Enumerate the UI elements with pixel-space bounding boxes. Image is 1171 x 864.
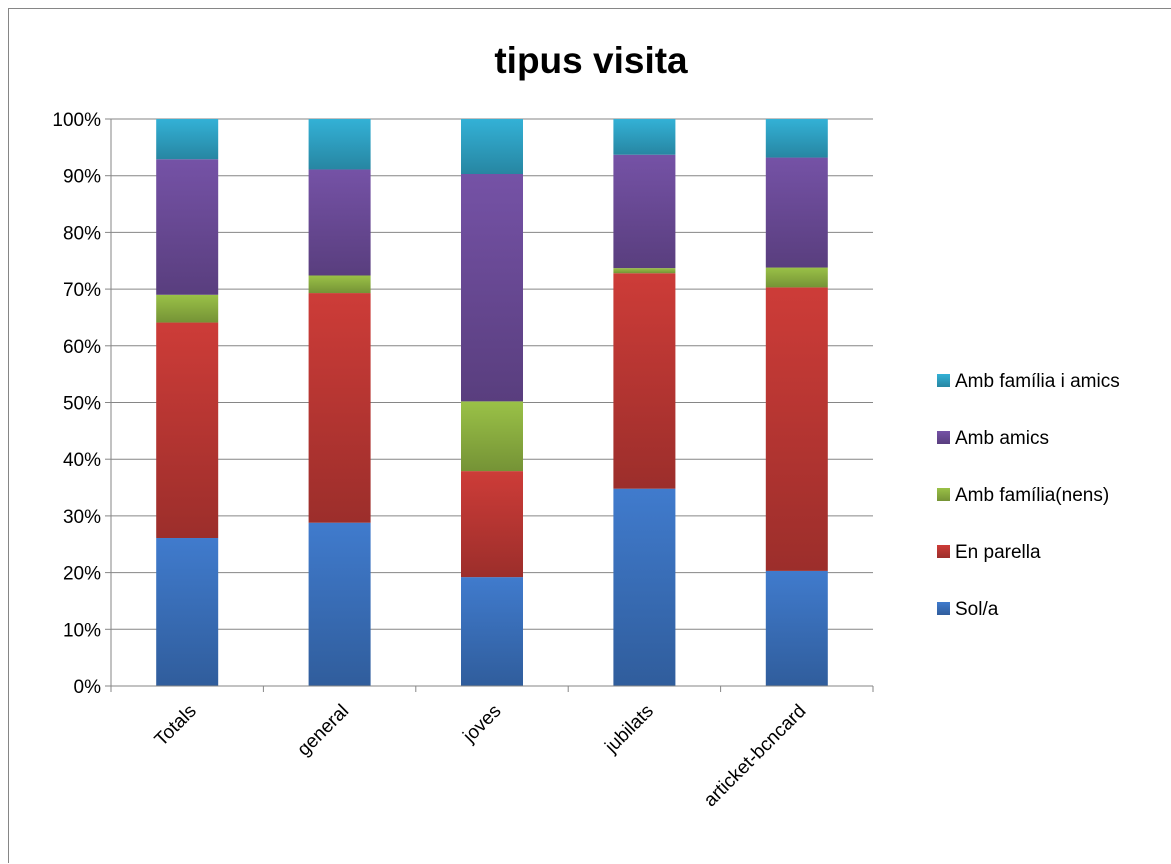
bar-segment bbox=[461, 119, 523, 174]
bar-segment bbox=[308, 275, 371, 294]
bar-segment bbox=[765, 157, 828, 268]
bar-segment bbox=[461, 173, 523, 402]
legend-swatch bbox=[937, 374, 950, 387]
bar-segment bbox=[156, 159, 219, 295]
bar-segment bbox=[308, 119, 371, 170]
x-category-label: jubilats bbox=[601, 701, 658, 758]
legend-swatch bbox=[937, 545, 950, 558]
chart-svg: tipus visita 0% 10% 20% 30% 40% 50% 60% 70% 80% 9… bbox=[52, 40, 1120, 811]
legend-item: Amb família(nens) bbox=[937, 485, 1109, 506]
bar-segment bbox=[308, 522, 371, 686]
y-tick-label: 80% bbox=[63, 223, 101, 244]
bars bbox=[156, 119, 828, 686]
y-tick-label: 0% bbox=[74, 677, 102, 698]
bar-segment bbox=[156, 119, 219, 160]
bar-segment bbox=[613, 488, 676, 686]
y-tick-label: 90% bbox=[63, 167, 101, 188]
legend-swatch bbox=[937, 431, 950, 444]
x-category-label: articket-bcncard bbox=[700, 701, 810, 811]
legend-item: En parella bbox=[937, 542, 1041, 563]
y-tick-label: 10% bbox=[63, 620, 101, 641]
bar-segment bbox=[613, 119, 676, 155]
bar-segment bbox=[156, 294, 219, 323]
bar-segment bbox=[156, 538, 219, 686]
y-tick-label: 60% bbox=[63, 337, 101, 358]
legend-swatch bbox=[937, 602, 950, 615]
bar-segment bbox=[308, 169, 371, 276]
bar-segment bbox=[156, 322, 219, 539]
legend-item: Amb família i amics bbox=[937, 371, 1120, 392]
bar-segment bbox=[613, 154, 676, 269]
bar-segment bbox=[613, 268, 676, 274]
bar-segment bbox=[461, 577, 523, 686]
bar-segment bbox=[308, 293, 371, 523]
bar-segment bbox=[765, 119, 828, 158]
legend-swatch bbox=[937, 488, 950, 501]
x-category-label: Totals bbox=[151, 701, 201, 751]
bar-segment bbox=[461, 471, 523, 578]
legend-label: En parella bbox=[955, 542, 1041, 563]
y-tick-label: 50% bbox=[63, 394, 101, 415]
x-category-label: general bbox=[293, 701, 353, 761]
legend: Amb família i amics Amb amics Amb família(… bbox=[937, 371, 1120, 620]
bar-segment bbox=[765, 570, 828, 686]
legend-label: Sol/a bbox=[955, 599, 999, 620]
y-tick-label: 100% bbox=[52, 110, 101, 131]
legend-label: Amb família(nens) bbox=[955, 485, 1109, 506]
bar-segment bbox=[765, 287, 828, 571]
legend-item: Amb amics bbox=[937, 428, 1049, 449]
chart-title: tipus visita bbox=[494, 40, 688, 81]
y-tick-label: 70% bbox=[63, 280, 101, 301]
bar-segment bbox=[765, 267, 828, 288]
y-tick-label: 40% bbox=[63, 450, 101, 471]
y-tick-label: 20% bbox=[63, 564, 101, 585]
bar-segment bbox=[461, 401, 523, 472]
legend-label: Amb família i amics bbox=[955, 371, 1120, 392]
chart-frame: tipus visita 0% 10% 20% 30% 40% 50% 60% 70% 80% 9… bbox=[8, 8, 1171, 863]
legend-item: Sol/a bbox=[937, 599, 999, 620]
bar-segment bbox=[613, 273, 676, 489]
legend-label: Amb amics bbox=[955, 428, 1049, 449]
x-category-label: joves bbox=[459, 701, 506, 748]
y-tick-label: 30% bbox=[63, 507, 101, 528]
